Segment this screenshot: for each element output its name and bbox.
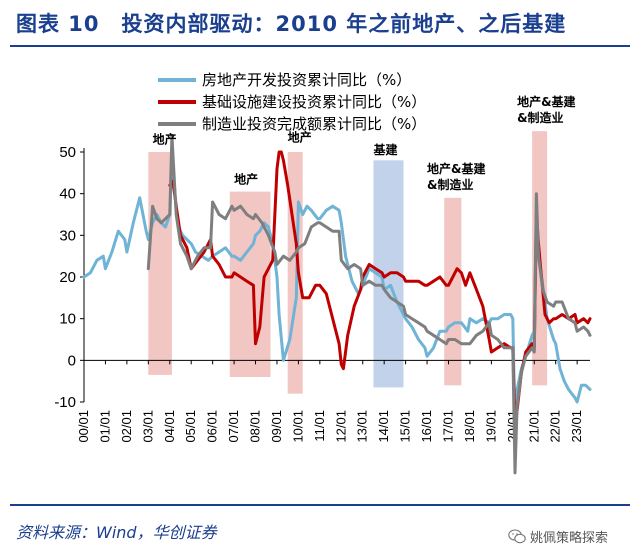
watermark: 姚佩策略探索 bbox=[508, 527, 608, 546]
legend: 房地产开发投资累计同比（%） 基础设施建设投资累计同比（%） 制造业投资完成额累计同… bbox=[158, 71, 426, 133]
y-tick-label: 50 bbox=[59, 144, 76, 161]
y-tick-label: 40 bbox=[59, 186, 76, 203]
x-tick-label: 02/01 bbox=[119, 410, 134, 443]
watermark-text: 姚佩策略探索 bbox=[530, 531, 609, 546]
x-tick-label: 14/01 bbox=[376, 410, 391, 443]
page-title: 图表 10 投资内部驱动：2010 年之前地产、之后基建 bbox=[16, 12, 567, 36]
series-line-2 bbox=[146, 133, 592, 475]
x-tick-label: 00/01 bbox=[76, 410, 91, 443]
annotation-label-2: 地产 bbox=[288, 130, 312, 145]
x-tick-label: 03/01 bbox=[140, 410, 155, 443]
legend-label-1: 基础设施建设投资累计同比（%） bbox=[202, 93, 426, 111]
x-tick-label: 23/01 bbox=[569, 410, 584, 443]
annotation-label-3: 基建 bbox=[372, 142, 398, 157]
legend-label-2: 制造业投资完成额累计同比（%） bbox=[202, 115, 426, 133]
x-tick-label: 12/01 bbox=[333, 410, 348, 443]
annotation-label-4: &制造业 bbox=[427, 177, 473, 192]
x-tick-label: 21/01 bbox=[526, 410, 541, 443]
annotation-label-4: 地产&基建 bbox=[427, 161, 486, 176]
wechat-icon bbox=[508, 529, 526, 544]
y-tick-label: 0 bbox=[68, 352, 76, 369]
highlight-band-4 bbox=[444, 197, 462, 386]
annotation-label-5: 地产&基建 bbox=[517, 94, 576, 109]
x-tick-label: 08/01 bbox=[248, 410, 263, 443]
footer-divider bbox=[10, 504, 630, 506]
legend-label-0: 房地产开发投资累计同比（%） bbox=[202, 71, 411, 89]
highlight-band-2 bbox=[287, 152, 303, 394]
investment-growth-chart: -10 0 10 20 30 40 50 00/01 01/01 02/01 03/01 04/01 0… bbox=[54, 71, 592, 475]
x-tick-label: 15/01 bbox=[398, 410, 413, 443]
y-tick-label: 30 bbox=[59, 227, 76, 244]
x-tick-label: 07/01 bbox=[226, 410, 241, 443]
x-tick-label: 18/01 bbox=[462, 410, 477, 443]
x-tick-label: 17/01 bbox=[440, 410, 455, 443]
y-tick-label: -10 bbox=[54, 394, 76, 411]
x-tick-label: 10/01 bbox=[290, 410, 305, 443]
series-line-1 bbox=[168, 150, 592, 429]
source-note: 资料来源：Wind，华创证券 bbox=[16, 523, 217, 542]
x-tick-label: 05/01 bbox=[183, 410, 198, 443]
axes: -10 0 10 20 30 40 50 00/01 01/01 02/01 03/01 04/01 0… bbox=[54, 144, 590, 443]
x-tick-label: 19/01 bbox=[483, 410, 498, 443]
x-tick-label: 11/01 bbox=[312, 410, 327, 442]
y-tick-label: 10 bbox=[59, 311, 76, 328]
series-lines bbox=[82, 133, 592, 475]
annotation-label-0: 地产 bbox=[153, 132, 177, 147]
x-tick-label: 16/01 bbox=[419, 410, 434, 443]
x-tick-label: 22/01 bbox=[548, 410, 563, 443]
x-tick-label: 04/01 bbox=[162, 410, 177, 443]
y-tick-label: 20 bbox=[59, 269, 76, 286]
x-tick-label: 01/01 bbox=[97, 410, 112, 443]
annotation-label-1: 地产 bbox=[234, 171, 258, 186]
x-tick-label: 06/01 bbox=[205, 410, 220, 443]
annotation-label-5: &制造业 bbox=[517, 110, 563, 125]
x-tick-label: 09/01 bbox=[269, 410, 284, 443]
x-tick-label: 13/01 bbox=[355, 410, 370, 443]
title-divider bbox=[10, 45, 630, 47]
